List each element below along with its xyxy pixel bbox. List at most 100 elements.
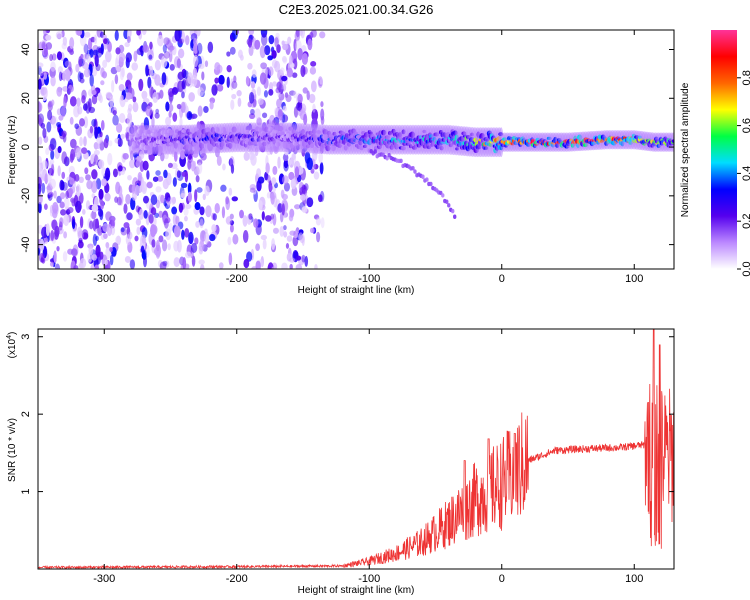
heatmap-noise-cell — [196, 30, 201, 37]
heatmap-noise-cell — [271, 266, 277, 269]
heatmap-noise-cell — [78, 176, 84, 184]
heatmap-noise-cell — [281, 262, 288, 269]
heatmap-branch-cell — [373, 149, 377, 154]
heatmap-noise-cell — [214, 77, 219, 84]
heatmap-noise-cell — [103, 138, 109, 149]
snr-x-tick-label: -200 — [226, 573, 248, 585]
heatmap-noise-cell — [108, 140, 113, 147]
heatmap-noise-cell — [126, 212, 133, 221]
heatmap-noise-cell — [40, 72, 44, 79]
heatmap-noise-cell — [271, 177, 277, 185]
heatmap-noise-cell — [150, 194, 158, 206]
snr-y-tick-label: 1 — [20, 489, 32, 495]
heatmap-noise-cell — [172, 112, 178, 122]
heatmap-noise-cell — [71, 219, 76, 230]
heatmap-noise-cell — [141, 236, 146, 244]
heatmap-noise-cell — [250, 153, 257, 166]
heatmap-noise-cell — [261, 33, 268, 46]
heatmap-noise-cell — [301, 52, 309, 65]
heatmap-noise-cell — [172, 177, 177, 187]
heatmap-noise-cell — [271, 49, 277, 59]
heatmap-noise-cell — [69, 177, 75, 185]
heatmap-noise-cell — [138, 209, 145, 220]
heatmap-noise-cell — [91, 204, 99, 213]
heatmap-noise-cell — [49, 159, 55, 165]
heatmap-noise-cell — [182, 70, 189, 79]
heatmap-noise-cell — [296, 255, 302, 261]
heatmap-noise-cell — [49, 138, 57, 150]
heatmap-noise-cell — [173, 257, 180, 268]
heatmap-branch-cell — [421, 174, 425, 179]
heatmap-noise-cell — [180, 192, 186, 199]
heatmap-noise-cell — [75, 184, 81, 197]
heatmap-noise-cell — [77, 230, 84, 241]
heatmap-noise-cell — [282, 57, 288, 64]
heatmap-noise-cell — [225, 216, 232, 225]
heatmap-noise-cell — [39, 70, 44, 77]
heatmap-noise-cell — [289, 263, 293, 269]
heatmap-noise-cell — [99, 95, 103, 104]
heatmap-noise-cell — [288, 171, 295, 181]
heatmap-noise-cell — [145, 245, 150, 258]
heatmap-noise-cell — [93, 154, 99, 166]
heatmap-noise-cell — [126, 36, 131, 43]
heatmap-noise-cell — [100, 120, 105, 131]
heatmap-noise-cell — [124, 42, 130, 48]
heatmap-noise-cell — [74, 123, 79, 130]
heatmap-noise-cell — [167, 243, 171, 251]
heatmap-noise-cell — [62, 70, 67, 82]
heatmap-noise-cell — [91, 118, 97, 127]
heatmap-noise-cell — [38, 202, 42, 214]
heatmap-noise-cell — [111, 79, 115, 93]
heatmap-noise-cell — [122, 153, 129, 160]
heatmap-noise-cell — [98, 188, 104, 200]
heatmap-noise-cell — [89, 125, 94, 134]
snr-frame — [37, 328, 675, 570]
heatmap-noise-cell — [99, 131, 103, 138]
heatmap-noise-cell — [281, 193, 288, 200]
heatmap-noise-cell — [260, 30, 268, 38]
heatmap-noise-cell — [78, 192, 84, 205]
heatmap-noise-cell — [64, 60, 72, 68]
heatmap-noise-cell — [60, 209, 67, 216]
heatmap-noise-cell — [195, 220, 200, 228]
heatmap-noise-cell — [56, 246, 60, 252]
heatmap-noise-cell — [314, 263, 318, 269]
heatmap-noise-cell — [155, 170, 161, 176]
heatmap-noise-cell — [126, 116, 133, 127]
heatmap-noise-cell — [306, 157, 313, 171]
heatmap-noise-cell — [294, 30, 301, 42]
heatmap-noise-cell — [198, 259, 205, 265]
heatmap-noise-cell — [95, 143, 101, 150]
heatmap-noise-cell — [259, 45, 266, 59]
heatmap-noise-cell — [283, 159, 289, 172]
heatmap-noise-cell — [255, 243, 260, 251]
colorbar-ticks: 0.0 0.2 0.4 0.6 0.8 — [737, 70, 750, 277]
heatmap-noise-cell — [45, 223, 50, 237]
heatmap-noise-cell — [69, 116, 74, 125]
heatmap-noise-cell — [129, 159, 136, 169]
heatmap-noise-cell — [302, 87, 308, 94]
heatmap-noise-cell — [221, 206, 226, 219]
heatmap-noise-cell — [162, 214, 168, 226]
heatmap-noise-cell — [84, 167, 89, 175]
heatmap-noise-cell — [257, 176, 265, 184]
heatmap-noise-cell — [126, 72, 133, 81]
spectrogram-y-tick-label: -20 — [20, 188, 32, 204]
heatmap-noise-cell — [160, 194, 165, 204]
heatmap-noise-cell — [141, 251, 146, 260]
heatmap-noise-cell — [69, 96, 77, 107]
heatmap-noise-cell — [301, 254, 306, 263]
heatmap-noise-cell — [236, 90, 242, 97]
heatmap-noise-cell — [61, 151, 68, 165]
heatmap-noise-cell — [40, 257, 44, 263]
heatmap-noise-cell — [229, 224, 234, 233]
heatmap-noise-cell — [79, 118, 85, 127]
heatmap-noise-cell — [199, 218, 204, 229]
heatmap-noise-cell — [188, 231, 194, 245]
heatmap-noise-cell — [249, 187, 256, 193]
heatmap-noise-cell — [320, 101, 324, 108]
heatmap-noise-cell — [88, 252, 92, 263]
heatmap-noise-cell — [85, 200, 91, 211]
heatmap-marks — [38, 30, 674, 269]
